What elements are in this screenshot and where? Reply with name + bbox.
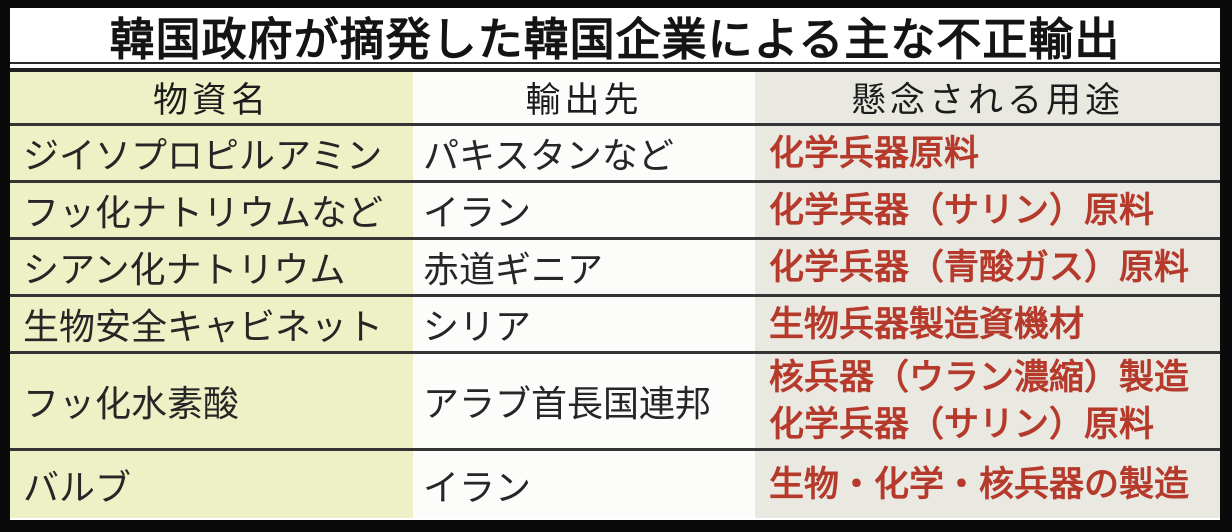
material-cell: 生物安全キャビネット: [10, 297, 413, 351]
table-row: 生物安全キャビネット シリア 生物兵器製造資機材: [10, 294, 1220, 351]
use-text: 化学兵器（サリン）原料: [769, 190, 1155, 230]
table-row: フッ化水素酸 アラブ首長国連邦 核兵器（ウラン濃縮）製造 化学兵器（サリン）原料: [10, 351, 1220, 448]
table-row: ジイソプロピルアミン パキスタンなど 化学兵器原料: [10, 123, 1220, 180]
use-cell: 核兵器（ウラン濃縮）製造 化学兵器（サリン）原料: [755, 354, 1220, 448]
table-row: バルブ イラン 生物・化学・核兵器の製造: [10, 448, 1220, 518]
table-body: ジイソプロピルアミン パキスタンなど 化学兵器原料 フッ化ナトリウムなど イラン 化学兵器…: [10, 123, 1220, 518]
destination-cell: シリア: [413, 297, 755, 351]
infographic-table: 韓国政府が摘発した韓国企業による主な不正輸出 物資名 輸出先 懸念される用途 ジ…: [10, 8, 1220, 520]
destination-name: イラン: [423, 466, 532, 508]
destination-name: アラブ首長国連邦: [423, 383, 712, 424]
table: 物資名 輸出先 懸念される用途 ジイソプロピルアミン パキスタンなど 化学兵器原料フ…: [10, 72, 1220, 518]
material-cell: ジイソプロピルアミン: [10, 126, 413, 180]
destination-name: 赤道ギニア: [423, 249, 604, 290]
use-text: 生物・化学・核兵器の製造: [769, 465, 1190, 504]
use-cell: 生物兵器製造資機材: [755, 297, 1220, 351]
table-row: シアン化ナトリウム 赤道ギニア 化学兵器（青酸ガス）原料: [10, 237, 1220, 294]
destination-cell: パキスタンなど: [413, 126, 755, 180]
destination-cell: アラブ首長国連邦: [413, 354, 755, 448]
use-text: 生物兵器製造資機材: [769, 304, 1085, 344]
header-use: 懸念される用途: [755, 72, 1220, 123]
title-divider: [10, 62, 1220, 72]
destination-cell: 赤道ギニア: [413, 240, 755, 294]
destination-name: イラン: [423, 192, 532, 233]
table-row: フッ化ナトリウムなど イラン 化学兵器（サリン）原料: [10, 180, 1220, 237]
material-name: バルブ: [23, 466, 132, 508]
material-cell: シアン化ナトリウム: [10, 240, 413, 294]
destination-name: シリア: [423, 306, 532, 347]
material-name: フッ化ナトリウムなど: [23, 192, 384, 233]
material-name: フッ化水素酸: [23, 383, 240, 424]
header-destination: 輸出先: [413, 72, 755, 123]
use-cell: 生物・化学・核兵器の製造: [755, 451, 1220, 518]
material-name: 生物安全キャビネット: [23, 306, 384, 347]
use-cell: 化学兵器（サリン）原料: [755, 183, 1220, 237]
use-cell: 化学兵器原料: [755, 126, 1220, 180]
use-text: 化学兵器原料: [769, 133, 980, 173]
table-header-row: 物資名 輸出先 懸念される用途: [10, 72, 1220, 123]
material-name: シアン化ナトリウム: [23, 249, 346, 290]
title-bar: 韓国政府が摘発した韓国企業による主な不正輸出: [10, 8, 1220, 65]
material-cell: フッ化水素酸: [10, 354, 413, 448]
page-title: 韓国政府が摘発した韓国企業による主な不正輸出: [109, 13, 1121, 65]
use-text: 化学兵器（青酸ガス）原料: [769, 247, 1190, 287]
material-name: ジイソプロピルアミン: [23, 135, 383, 176]
material-cell: フッ化ナトリウムなど: [10, 183, 413, 237]
header-material: 物資名: [10, 72, 413, 123]
destination-cell: イラン: [413, 183, 755, 237]
use-cell: 化学兵器（青酸ガス）原料: [755, 240, 1220, 294]
destination-cell: イラン: [413, 451, 755, 518]
use-text: 化学兵器（サリン）原料: [769, 405, 1155, 444]
material-cell: バルブ: [10, 451, 413, 518]
use-text: 核兵器（ウラン濃縮）製造: [769, 358, 1190, 397]
destination-name: パキスタンなど: [423, 135, 674, 176]
